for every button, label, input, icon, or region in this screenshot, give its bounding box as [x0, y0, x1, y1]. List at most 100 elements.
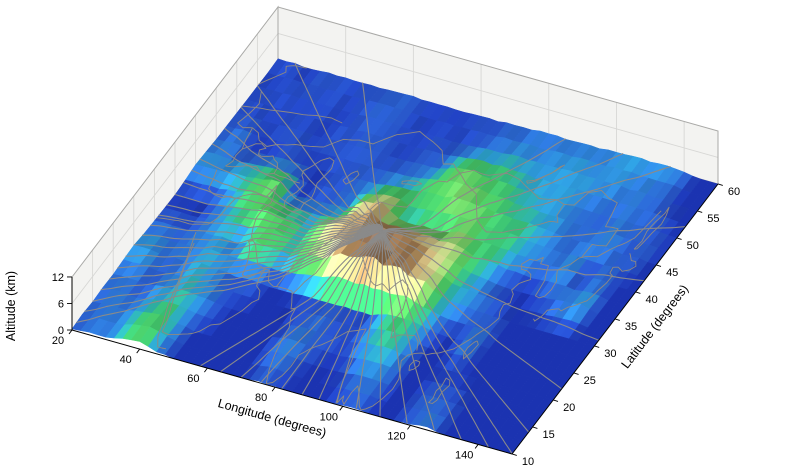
ray-path	[84, 230, 383, 312]
ray-path	[142, 229, 383, 246]
ray-path	[379, 230, 384, 417]
ray-path	[100, 230, 383, 291]
ray-path	[240, 230, 384, 378]
ray-path	[75, 230, 383, 324]
ray-path	[211, 143, 384, 232]
ray-path	[382, 152, 624, 232]
y-tick	[614, 318, 620, 321]
ray-path	[191, 169, 384, 232]
ray-path	[382, 230, 599, 341]
y-tick	[656, 264, 662, 267]
y-tick	[511, 453, 517, 456]
y-tick	[635, 291, 641, 294]
boundary-black-sea	[225, 143, 278, 175]
ray-path	[240, 106, 384, 232]
y-tick-label: 35	[625, 321, 637, 333]
ray-path	[109, 230, 383, 280]
ray-path	[92, 230, 383, 302]
boundary-japan	[533, 253, 637, 322]
boundary-korea-primorye-coast	[534, 210, 662, 299]
ray-path	[362, 82, 384, 231]
ray-path	[158, 214, 383, 238]
wall-gridline	[71, 33, 279, 304]
y-tick-label: 40	[645, 294, 657, 306]
ray-path	[261, 230, 384, 383]
ray-path	[382, 230, 644, 282]
y-tick	[697, 210, 703, 213]
y-tick	[573, 372, 579, 375]
ray-path	[382, 230, 513, 454]
axes: 20 40 60 80 100 120 140 10 15 20 25 30 35 40 45 50 55 60 0…	[52, 183, 740, 468]
wall-gridline	[277, 33, 719, 158]
boundary-russia-southern-border	[323, 131, 619, 258]
x-tick-label: 120	[387, 430, 405, 442]
x-tick-label: 100	[320, 411, 338, 423]
boundary-lake-balkhash	[401, 180, 423, 187]
boundary-taiwan	[462, 340, 479, 360]
boundary-turkey-south-border	[235, 184, 278, 199]
boundary-lake-baikal	[526, 164, 566, 184]
boundary-romania-border	[241, 127, 253, 150]
ray-path	[224, 127, 384, 232]
boundary-china-west-south-border	[355, 172, 461, 351]
y-tick	[717, 183, 723, 186]
x-tick-label: 140	[455, 450, 473, 462]
ray-path	[382, 230, 529, 433]
x-tick	[68, 329, 73, 335]
x-tick	[474, 444, 479, 449]
ray-path	[382, 165, 671, 233]
x-axis-label: Longitude (degrees)	[216, 396, 327, 440]
ray-path	[166, 204, 383, 234]
boundary-luzon	[428, 377, 451, 404]
y-tick	[594, 345, 600, 348]
ray-path	[335, 230, 384, 404]
ray-path	[183, 181, 384, 232]
x-tick-label: 60	[187, 373, 199, 385]
ray-path	[150, 224, 383, 242]
x-tick-label: 80	[255, 392, 267, 404]
boundary-aral-sea	[342, 170, 360, 185]
y-tick-label: 10	[522, 456, 534, 468]
country-boundaries	[156, 65, 670, 411]
boundary-india-coast	[265, 294, 367, 385]
ray-path	[294, 62, 384, 232]
y-tick	[532, 426, 538, 429]
y-tick-label: 25	[584, 375, 596, 387]
y-tick-label: 45	[666, 267, 678, 279]
y-tick-label: 55	[707, 213, 719, 225]
y-tick-label: 50	[687, 240, 699, 252]
boundary-arabia-coast	[161, 239, 266, 336]
ray-paths	[75, 62, 686, 454]
y-tick	[553, 399, 559, 402]
ray-path	[117, 230, 383, 269]
z-axis-label: Altitude (km)	[4, 271, 18, 341]
ray-path	[133, 230, 383, 250]
boundary-iran-iraq-border	[251, 185, 278, 241]
z-tick-label: 12	[52, 272, 64, 284]
x-tick	[271, 386, 276, 392]
ray-path	[199, 158, 384, 232]
ray-path	[281, 230, 384, 389]
y-tick-label: 60	[728, 186, 740, 198]
boundary-east-europe-border-b	[237, 91, 324, 148]
ray-path	[256, 85, 384, 232]
ray-path	[125, 230, 383, 258]
x-tick	[339, 406, 344, 411]
ray-path	[382, 226, 686, 241]
ray-path	[382, 138, 566, 232]
z-tick-label: 0	[58, 325, 64, 337]
ray-path	[174, 193, 384, 232]
x-tick	[204, 367, 208, 373]
ray-path	[382, 230, 408, 423]
boundary-indochina-china-coast	[336, 256, 549, 411]
z-tick-label: 6	[58, 299, 64, 311]
boundary-hainan	[408, 359, 421, 371]
x-tick	[136, 348, 141, 354]
boundary-sakhalin	[633, 206, 670, 250]
ray-path	[382, 230, 562, 390]
boundary-iran-makran-coast	[252, 240, 293, 295]
x-tick-label: 20	[52, 335, 64, 347]
ray-path	[200, 230, 384, 367]
